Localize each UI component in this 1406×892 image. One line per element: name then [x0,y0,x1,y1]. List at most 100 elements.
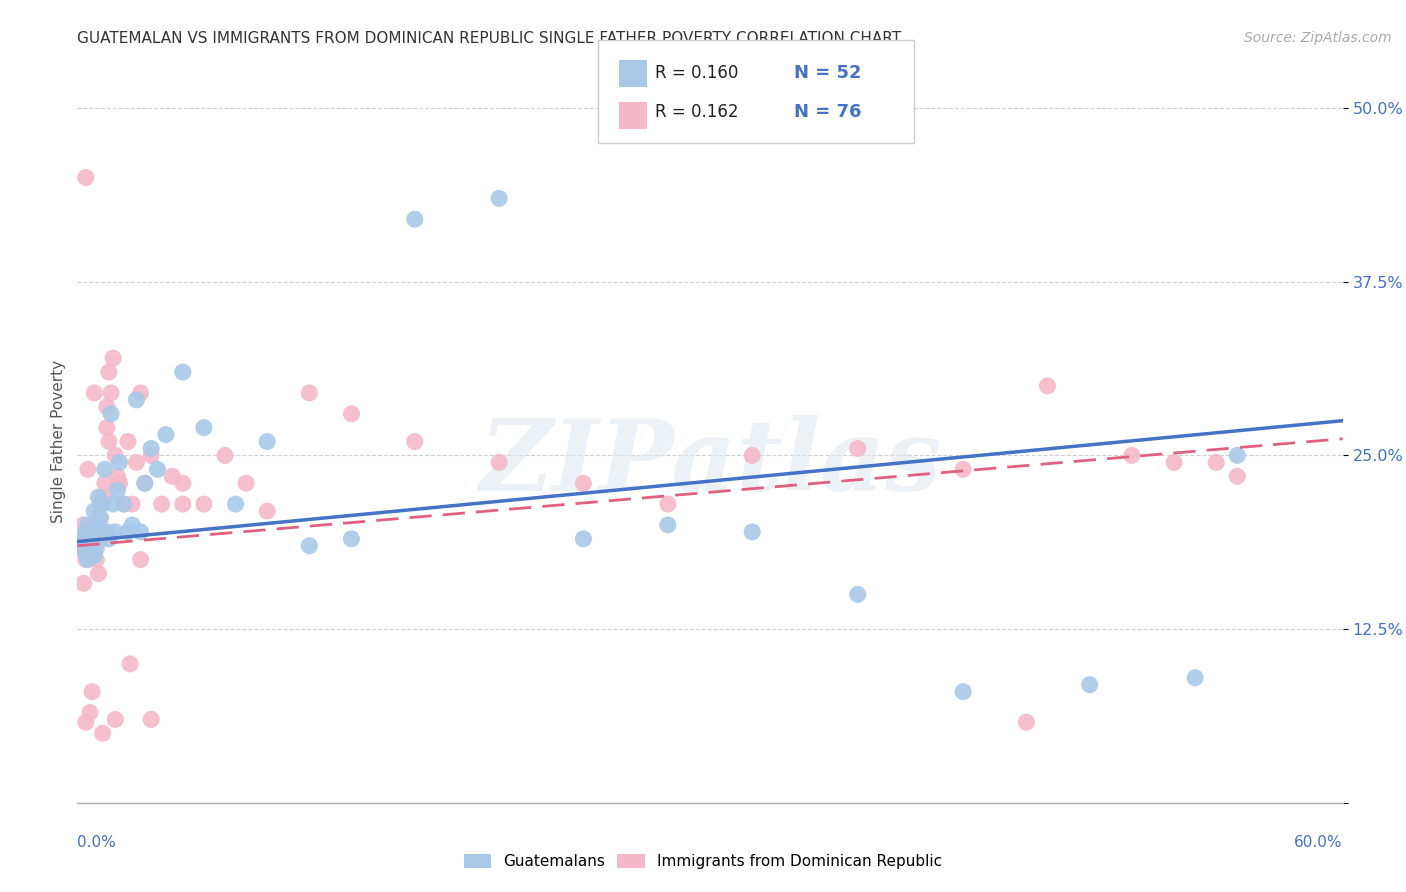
Point [93,524,115,539]
Point [193,497,215,511]
Point [103,497,124,511]
Point [1078,678,1101,692]
Point [1226,469,1249,483]
Point [87,534,110,549]
Point [86,541,108,556]
Text: GUATEMALAN VS IMMIGRANTS FROM DOMINICAN REPUBLIC SINGLE FATHER POVERTY CORRELATI: GUATEMALAN VS IMMIGRANTS FROM DOMINICAN … [77,31,901,46]
Point [404,212,426,227]
Point [1036,379,1059,393]
Point [70,542,93,557]
Point [100,385,122,400]
Point [75,170,97,185]
Point [225,497,247,511]
Point [846,587,869,601]
Point [488,455,510,469]
Point [76,462,98,476]
Point [134,476,156,491]
Point [73,534,96,549]
Point [121,497,143,511]
Point [103,351,124,366]
Point [340,407,363,421]
Point [741,449,763,463]
Point [121,517,143,532]
Point [83,549,105,563]
Point [82,529,104,543]
Point [93,462,115,476]
Text: Source: ZipAtlas.com: Source: ZipAtlas.com [1244,31,1392,45]
Point [86,552,108,566]
Point [104,524,127,539]
Point [141,442,163,456]
Point [90,497,111,511]
Y-axis label: Single Father Poverty: Single Father Poverty [51,360,66,523]
Text: N = 52: N = 52 [794,63,862,82]
Point [79,524,101,539]
Point [76,517,98,532]
Point [70,539,93,553]
Point [298,539,321,553]
Point [129,524,152,539]
Point [79,539,101,553]
Point [134,476,156,491]
Point [87,524,110,539]
Point [117,524,139,539]
Point [75,546,97,560]
Point [125,392,148,407]
Point [952,462,974,476]
Point [172,365,194,379]
Point [98,434,120,449]
Point [104,449,127,463]
Point [67,539,90,553]
Point [150,497,173,511]
Point [98,365,120,379]
Point [193,420,215,434]
Point [83,504,105,518]
Point [91,490,114,504]
Point [73,517,96,532]
Point [846,442,869,456]
Point [572,476,595,491]
Point [79,539,101,553]
Text: R = 0.160: R = 0.160 [655,63,738,82]
Point [82,532,104,546]
Point [657,517,679,532]
Point [112,497,135,511]
Point [112,497,135,511]
Point [75,524,97,539]
Point [90,511,111,525]
Point [91,726,114,740]
Point [90,497,111,511]
Point [1121,449,1143,463]
Point [952,684,974,698]
Point [1226,449,1249,463]
Point [162,469,183,483]
Point [141,713,163,727]
Point [73,532,96,546]
Point [76,552,98,566]
Point [141,449,163,463]
Point [108,476,131,491]
Point [125,455,148,469]
Point [256,434,278,449]
Point [96,524,118,539]
Point [108,455,131,469]
Point [90,524,111,539]
Point [76,549,98,563]
Point [96,420,118,434]
Legend: Guatemalans, Immigrants from Dominican Republic: Guatemalans, Immigrants from Dominican R… [457,848,949,875]
Text: 0.0%: 0.0% [77,836,117,850]
Text: R = 0.162: R = 0.162 [655,103,738,121]
Point [75,524,97,539]
Point [120,657,141,671]
Point [100,407,122,421]
Point [1184,671,1206,685]
Point [146,462,169,476]
Point [172,497,194,511]
Point [155,427,177,442]
Point [657,497,679,511]
Point [129,385,152,400]
Point [1015,715,1038,730]
Point [76,529,98,543]
Point [87,490,110,504]
Point [83,385,105,400]
